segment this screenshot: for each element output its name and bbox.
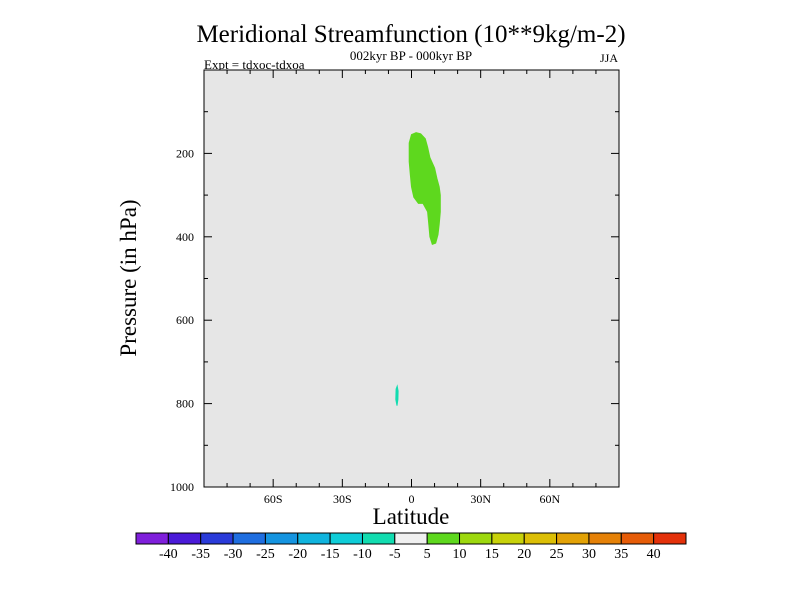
colorbar-swatch bbox=[556, 532, 590, 545]
chart-subtitle-center: 002kyr BP - 000kyr BP bbox=[350, 48, 472, 63]
colorbar-swatch bbox=[394, 532, 428, 545]
axis-ticks bbox=[204, 70, 619, 487]
x-tick-label: 0 bbox=[409, 492, 415, 506]
y-axis-label: Pressure (in hPa) bbox=[116, 199, 141, 356]
y-tick-label: 400 bbox=[176, 230, 194, 244]
x-tick-labels: 60S 30S 0 30N 60N bbox=[264, 492, 561, 506]
colorbar-swatch bbox=[329, 532, 363, 545]
colorbar-label: -25 bbox=[256, 547, 275, 562]
colorbar-swatch bbox=[491, 532, 525, 545]
colorbar-label: -30 bbox=[224, 547, 243, 562]
colorbar-swatch bbox=[459, 532, 493, 545]
colorbar-label: 25 bbox=[550, 547, 564, 562]
colorbar-swatch bbox=[200, 532, 234, 545]
colorbar-swatch bbox=[588, 532, 622, 545]
y-tick-labels: 200 400 600 800 1000 bbox=[170, 146, 194, 494]
colorbar-label: 30 bbox=[582, 547, 596, 562]
colorbar-swatch bbox=[135, 532, 169, 545]
colorbar-label: -5 bbox=[389, 547, 401, 562]
x-tick-label: 30N bbox=[470, 492, 491, 506]
colorbar-label: -15 bbox=[321, 547, 340, 562]
y-tick-label: 600 bbox=[176, 313, 194, 327]
plot-area bbox=[203, 69, 620, 488]
chart-title: Meridional Streamfunction (10**9kg/m-2) bbox=[196, 21, 625, 48]
colorbar-swatch bbox=[361, 532, 396, 545]
y-tick-label: 1000 bbox=[170, 480, 194, 494]
colorbar-label: 10 bbox=[453, 547, 467, 562]
y-tick-label: 800 bbox=[176, 397, 194, 411]
colorbar-swatch bbox=[297, 532, 331, 545]
colorbar-label: 5 bbox=[424, 547, 431, 562]
colorbar-label: 20 bbox=[517, 547, 531, 562]
colorbar-label: 35 bbox=[614, 547, 628, 562]
colorbar-swatch bbox=[232, 532, 266, 545]
contour-region-positive-upper-cell bbox=[408, 132, 441, 245]
chart-subtitle-left: Expt = tdxoc-tdxoa bbox=[204, 57, 305, 72]
contour-region-negative-lower-cell bbox=[395, 384, 399, 406]
y-tick-label: 200 bbox=[176, 146, 194, 160]
colorbar-label: 40 bbox=[647, 547, 661, 562]
plot-background bbox=[204, 70, 619, 487]
colorbar-swatch bbox=[620, 532, 655, 545]
x-tick-label: 30S bbox=[333, 492, 352, 506]
colorbar-swatch bbox=[426, 532, 461, 545]
colorbar-swatch bbox=[523, 532, 558, 545]
x-tick-label: 60N bbox=[539, 492, 560, 506]
colorbar bbox=[135, 532, 687, 545]
colorbar-label: 15 bbox=[485, 547, 499, 562]
colorbar-label: -10 bbox=[353, 547, 372, 562]
colorbar-swatch bbox=[167, 532, 202, 545]
x-axis-label: Latitude bbox=[373, 504, 450, 529]
colorbar-label: -35 bbox=[191, 547, 210, 562]
colorbar-label: -40 bbox=[159, 547, 178, 562]
colorbar-swatch bbox=[653, 532, 687, 545]
contour-regions bbox=[395, 132, 441, 406]
colorbar-label: -20 bbox=[288, 547, 307, 562]
colorbar-swatch bbox=[264, 532, 299, 545]
colorbar-labels: -40 -35 -30 -25 -20 -15 -10 -5 5 10 15 20 25 30 35 40 bbox=[159, 547, 661, 562]
chart-subtitle-right: JJA bbox=[600, 51, 618, 65]
x-tick-label: 60S bbox=[264, 492, 283, 506]
plot-frame bbox=[203, 69, 620, 488]
